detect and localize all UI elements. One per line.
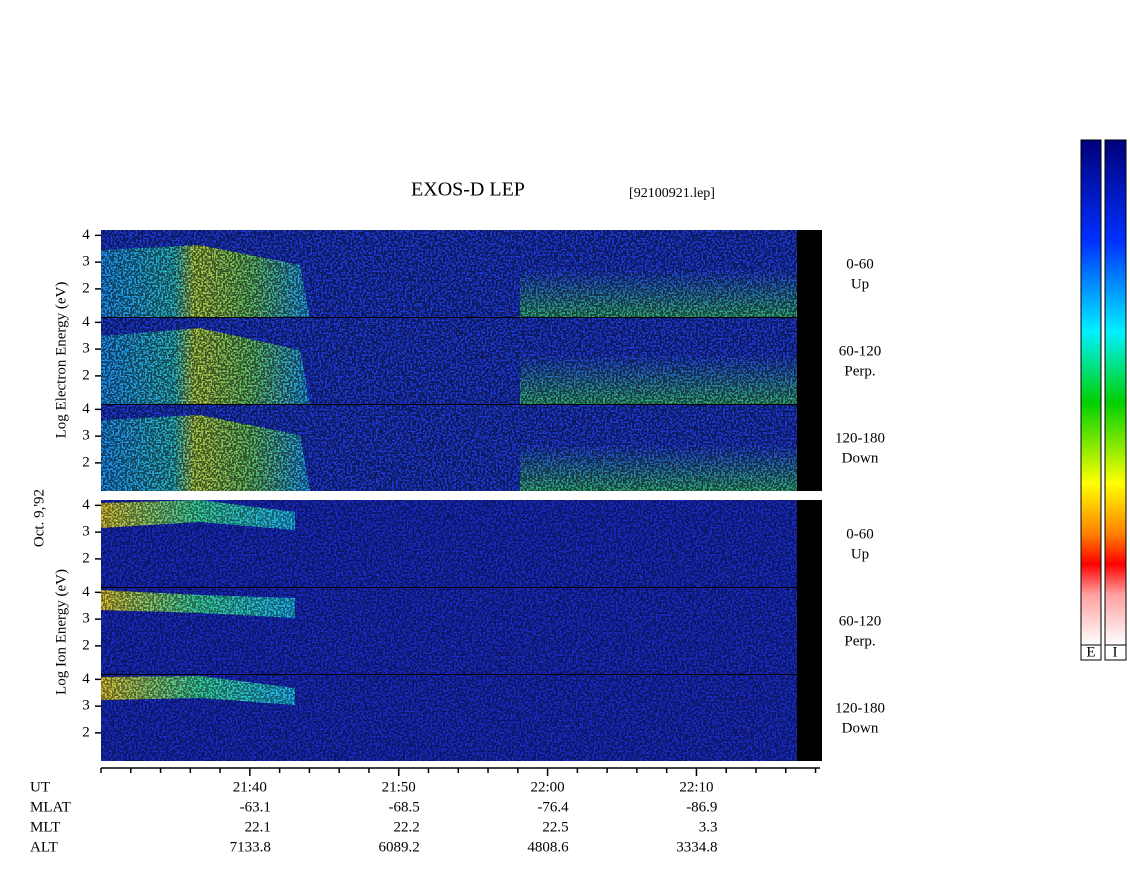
y-tick-label: 4: [82, 497, 90, 513]
y-tick-label: 4: [82, 227, 90, 243]
y-tick-label: 3: [82, 428, 90, 444]
panel-label: Up: [851, 276, 869, 292]
date-label: Oct. 9,'92: [31, 489, 47, 547]
chart-title: EXOS-D LEP: [411, 179, 525, 201]
panel-label: Perp.: [844, 633, 875, 649]
y-tick-label: 2: [82, 280, 90, 296]
ephemeris-label: MLAT: [30, 799, 71, 815]
ephemeris-value: 7133.8: [230, 839, 271, 855]
colorbars: E I: [1080, 139, 1127, 661]
ephemeris-label: UT: [30, 779, 50, 795]
ephemeris-value: -63.1: [240, 799, 271, 815]
file-name: [92100921.lep]: [629, 186, 715, 201]
y-tick-label: 4: [82, 584, 90, 600]
y-tick-label: 2: [82, 550, 90, 566]
panel-label: 0-60: [846, 526, 874, 542]
ephemeris-label: MLT: [30, 819, 60, 835]
electron-spectrogram: [101, 230, 822, 491]
panel-label: 120-180: [835, 430, 885, 446]
y-tick-label: 4: [82, 314, 90, 330]
colorbar-label: E: [1086, 644, 1095, 660]
panel-label: Perp.: [844, 363, 875, 379]
x-tick-label: 22:00: [530, 779, 564, 795]
y-axis-label: Log Electron Energy (eV): [53, 282, 69, 439]
y-axis-label: Log Ion Energy (eV): [53, 569, 69, 695]
x-tick-label: 21:50: [382, 779, 416, 795]
x-tick-label: 21:40: [233, 779, 267, 795]
ephemeris-value: 6089.2: [378, 839, 419, 855]
y-tick-label: 2: [82, 637, 90, 653]
panel-label: 120-180: [835, 700, 885, 716]
y-tick-label: 2: [82, 367, 90, 383]
ephemeris-value: 22.5: [542, 819, 568, 835]
ephemeris-value: 22.2: [393, 819, 419, 835]
panel-label: 60-120: [839, 343, 882, 359]
y-tick-label: 2: [82, 724, 90, 740]
y-tick-label: 3: [82, 254, 90, 270]
y-tick-label: 2: [82, 454, 90, 470]
panel-label: 60-120: [839, 613, 882, 629]
ephemeris-value: 3.3: [699, 819, 718, 835]
ephemeris-value: -68.5: [388, 799, 419, 815]
colorbar-label: I: [1113, 644, 1118, 660]
panel-label: Down: [842, 720, 879, 736]
y-tick-label: 4: [82, 671, 90, 687]
y-tick-label: 3: [82, 341, 90, 357]
panel-label: Up: [851, 546, 869, 562]
y-tick-label: 3: [82, 611, 90, 627]
y-tick-label: 3: [82, 698, 90, 714]
ion-spectrogram: [101, 500, 822, 761]
ephemeris-value: -86.9: [686, 799, 717, 815]
ephemeris-value: 3334.8: [676, 839, 717, 855]
x-tick-label: 22:10: [679, 779, 713, 795]
y-tick-label: 3: [82, 524, 90, 540]
ephemeris-value: 22.1: [245, 819, 271, 835]
panel-label: Down: [842, 450, 879, 466]
ephemeris-value: 4808.6: [527, 839, 569, 855]
y-tick-label: 4: [82, 401, 90, 417]
ephemeris-value: -76.4: [537, 799, 569, 815]
panel-label: 0-60: [846, 256, 874, 272]
ephemeris-label: ALT: [30, 839, 58, 855]
